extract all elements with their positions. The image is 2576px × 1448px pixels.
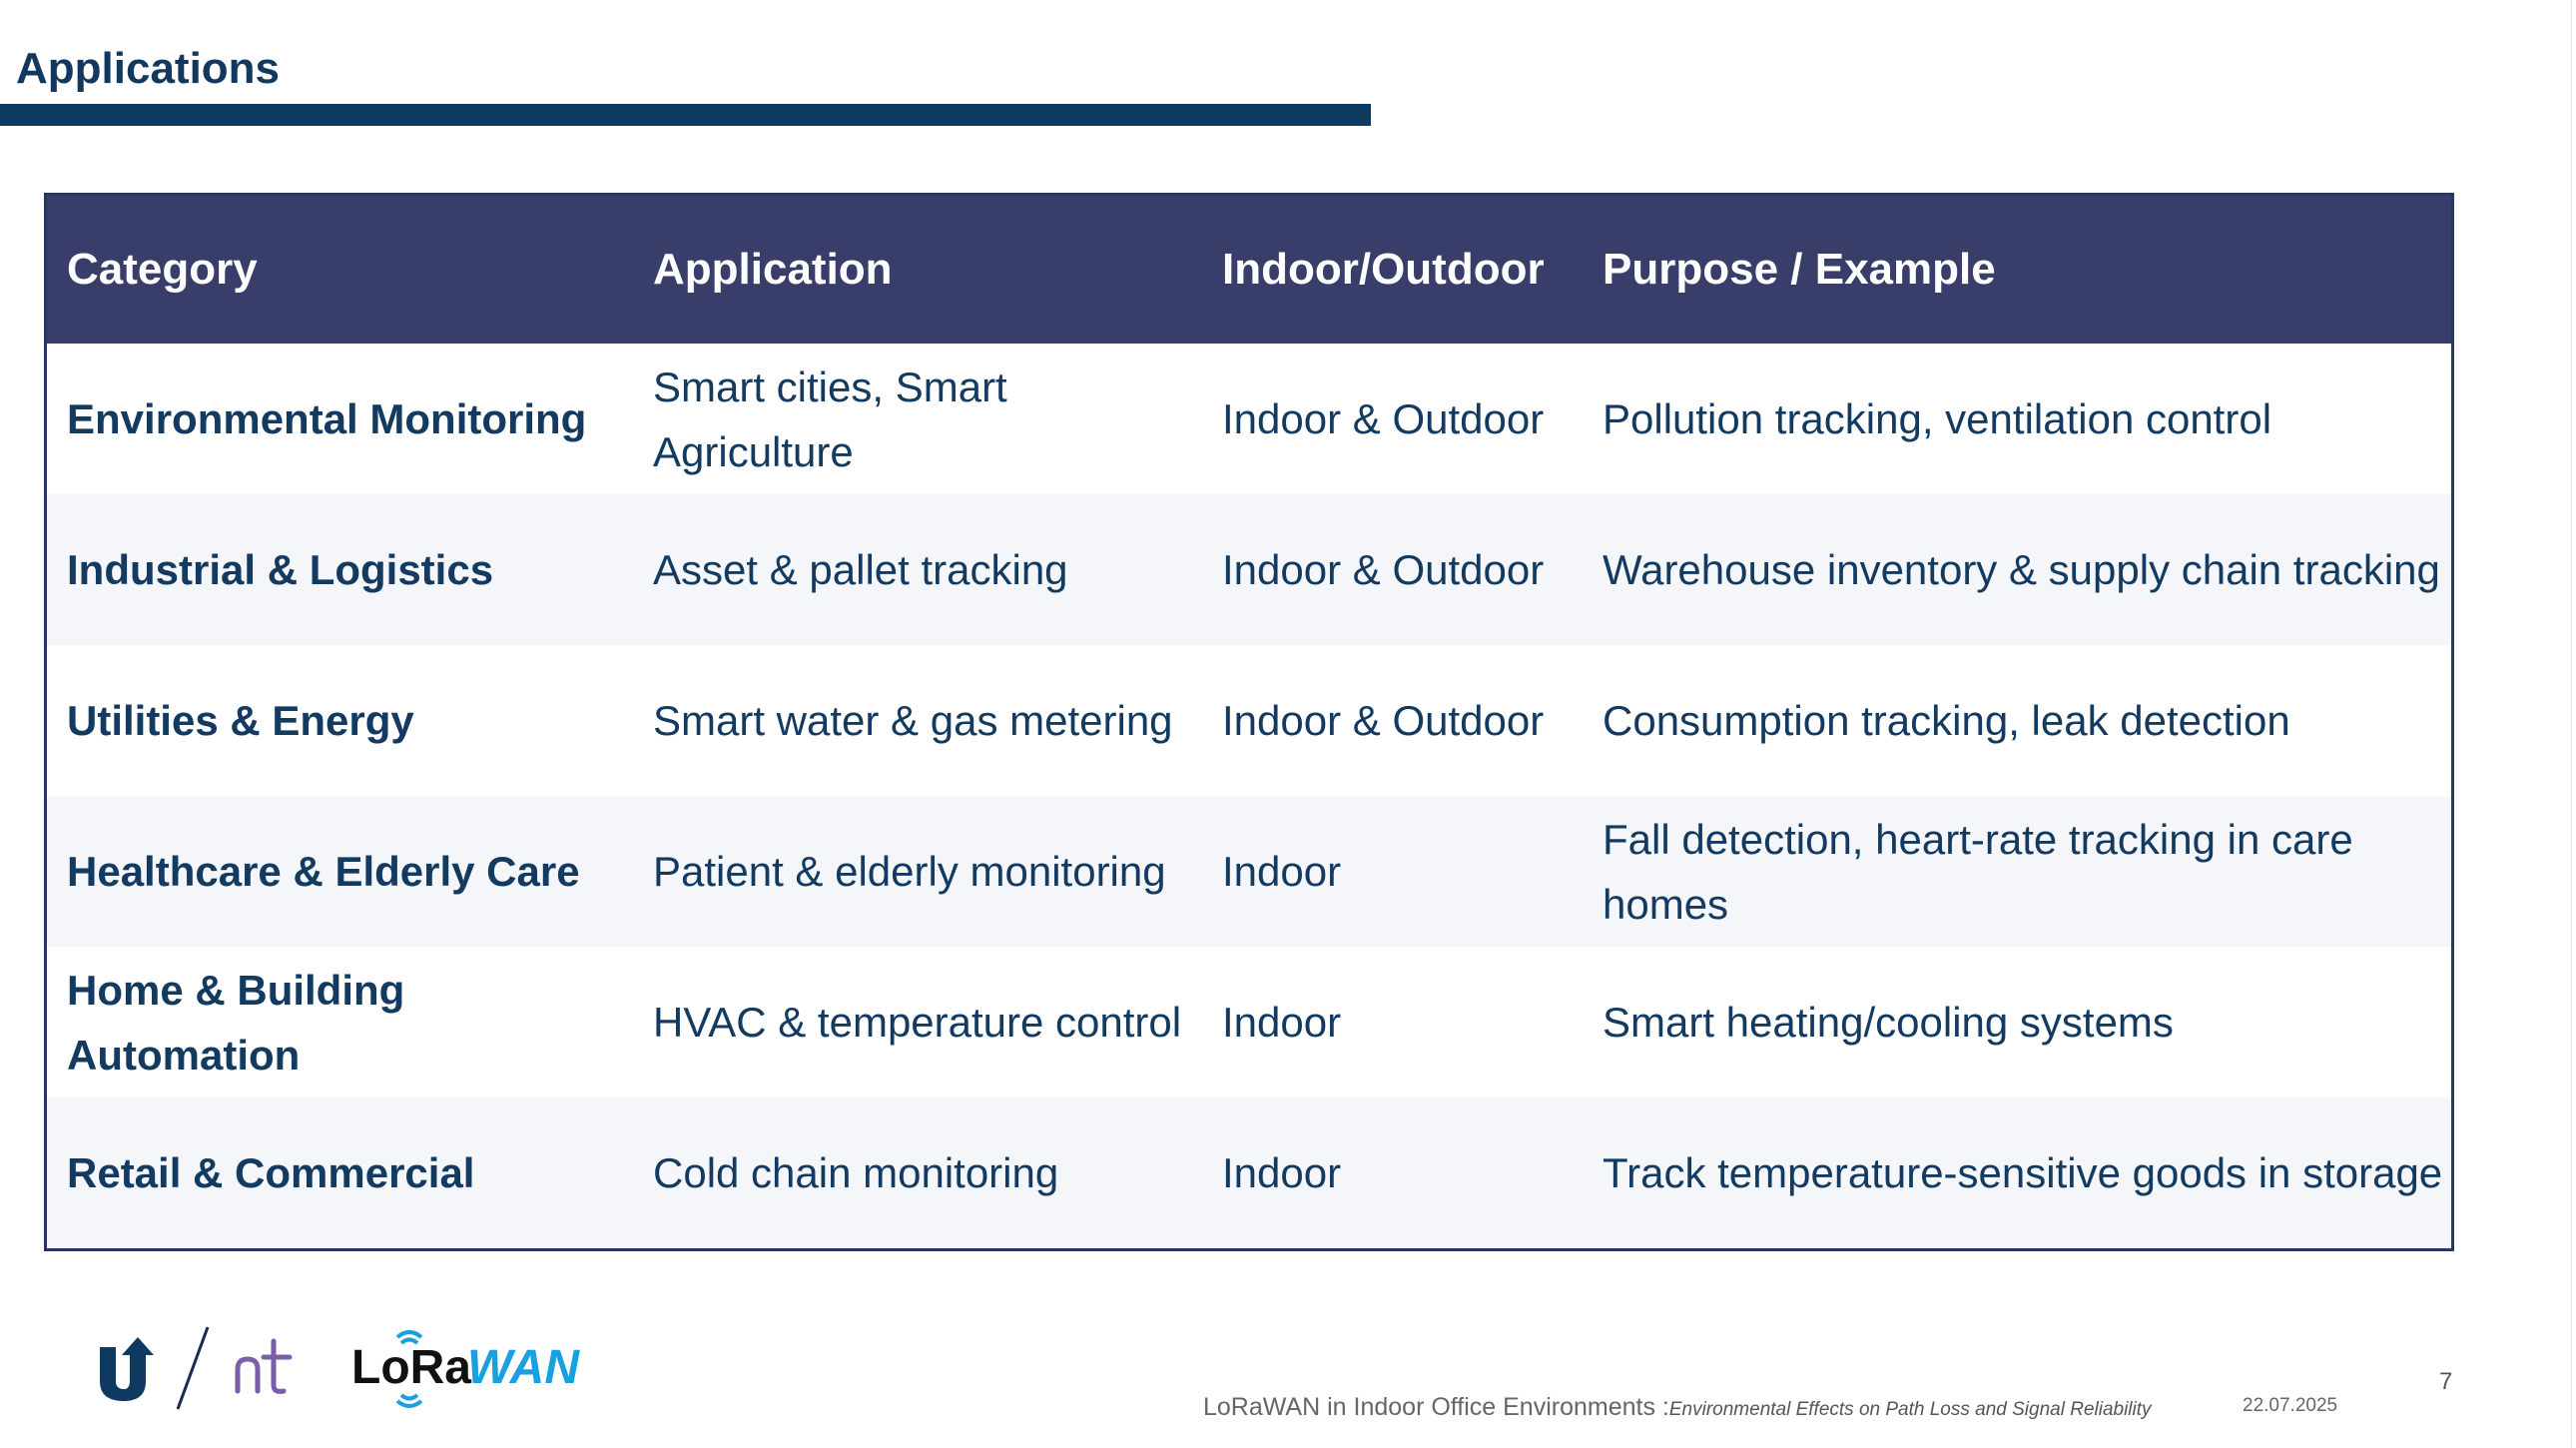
header-application: Application [633,196,1202,344]
footer-title: LoRaWAN in Indoor Office Environments : [1203,1393,1669,1421]
footer-date: 22.07.2025 [2243,1395,2338,1416]
divider-slash-icon [176,1326,210,1410]
table-row: Industrial & Logistics Asset & pallet tr… [47,494,2451,645]
cell-indoor-outdoor: Indoor [1202,796,1583,947]
cell-category: Healthcare & Elderly Care [47,796,633,947]
svg-text:LoRa: LoRa [351,1341,471,1394]
page-number: 7 [2439,1368,2453,1395]
table-row: Utilities & Energy Smart water & gas met… [47,645,2451,796]
university-logo-icon [100,1337,154,1401]
header-purpose: Purpose / Example [1583,196,2451,344]
cell-application: Smart water & gas metering [633,645,1202,796]
title-underline-bar [0,104,1371,126]
cell-category: Retail & Commercial [47,1097,633,1248]
cell-indoor-outdoor: Indoor & Outdoor [1202,344,1583,494]
cell-purpose: Fall detection, heart-rate tracking in c… [1583,796,2451,947]
table-row: Environmental Monitoring Smart cities, S… [47,344,2451,494]
cell-category: Environmental Monitoring [47,344,633,494]
cell-indoor-outdoor: Indoor & Outdoor [1202,494,1583,645]
page-title: Applications [16,44,281,93]
footer-presentation-title: LoRaWAN in Indoor Office Environments :E… [1203,1393,2152,1422]
cell-purpose: Warehouse inventory & supply chain track… [1583,494,2451,645]
cell-indoor-outdoor: Indoor [1202,1097,1583,1248]
slide-edge-divider [2571,0,2572,1448]
cell-application: Smart cities, Smart Agriculture [633,344,1202,494]
footer-subtitle: Environmental Effects on Path Loss and S… [1668,1399,2152,1420]
cell-application: HVAC & temperature control [633,947,1202,1097]
svg-text:WAN: WAN [467,1341,580,1394]
cell-application: Asset & pallet tracking [633,494,1202,645]
header-indoor-outdoor: Indoor/Outdoor [1202,196,1583,344]
footer-logos: LoRa WAN [96,1318,589,1418]
cell-indoor-outdoor: Indoor & Outdoor [1202,645,1583,796]
cell-category: Home & Building Automation [47,947,633,1097]
cell-purpose: Consumption tracking, leak detection [1583,645,2451,796]
lorawan-logo-icon: LoRa WAN [351,1330,580,1408]
cell-purpose: Pollution tracking, ventilation control [1583,344,2451,494]
cell-application: Cold chain monitoring [633,1097,1202,1248]
table-row: Home & Building Automation HVAC & temper… [47,947,2451,1097]
cell-category: Utilities & Energy [47,645,633,796]
table-row: Healthcare & Elderly Care Patient & elde… [47,796,2451,947]
cell-purpose: Smart heating/cooling systems [1583,947,2451,1097]
applications-table: Category Application Indoor/Outdoor Purp… [44,193,2454,1251]
cell-application: Patient & elderly monitoring [633,796,1202,947]
cell-purpose: Track temperature-sensitive goods in sto… [1583,1097,2451,1248]
table-header-row: Category Application Indoor/Outdoor Purp… [47,196,2451,344]
cell-indoor-outdoor: Indoor [1202,947,1583,1097]
header-category: Category [47,196,633,344]
nt-logo-icon [235,1338,293,1394]
cell-category: Industrial & Logistics [47,494,633,645]
table-row: Retail & Commercial Cold chain monitorin… [47,1097,2451,1248]
